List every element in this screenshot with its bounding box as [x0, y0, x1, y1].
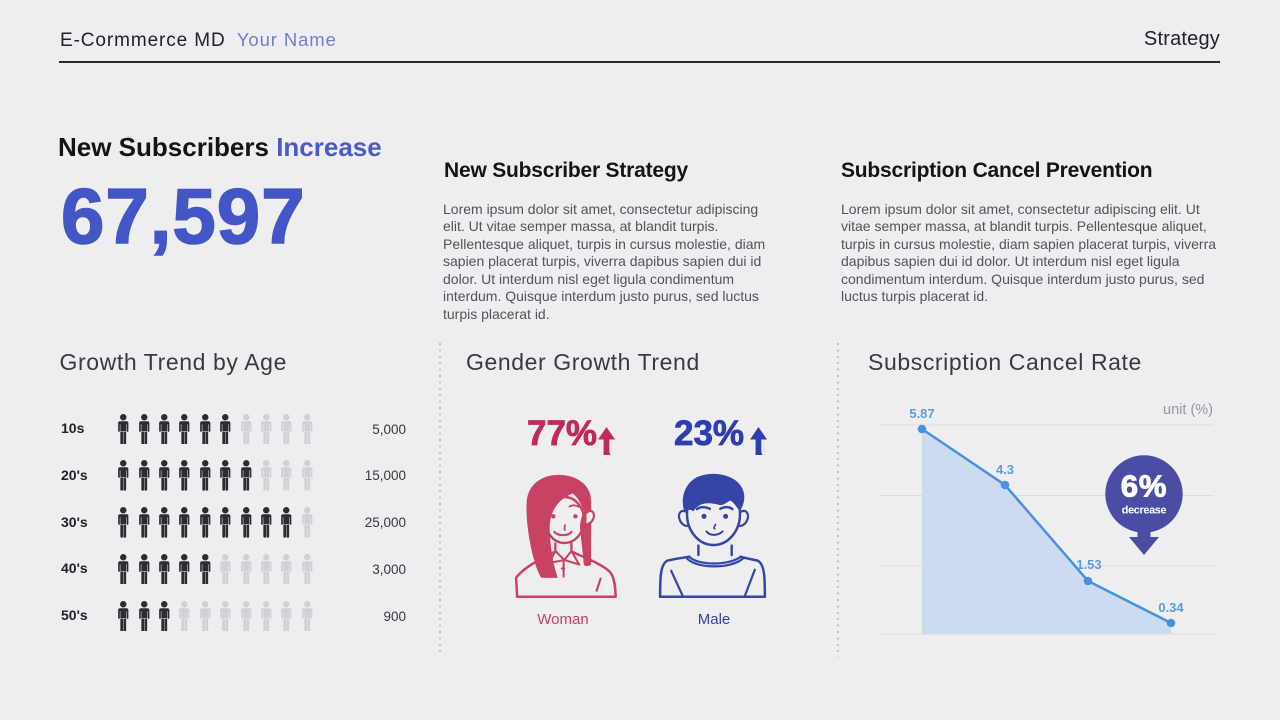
svg-text:unit (%): unit (%): [1163, 402, 1213, 418]
svg-text:decrease: decrease: [1122, 505, 1167, 517]
svg-text:0.34: 0.34: [1158, 600, 1184, 615]
svg-text:6%: 6%: [1121, 468, 1167, 503]
svg-text:1.53: 1.53: [1076, 557, 1101, 572]
svg-text:5.87: 5.87: [909, 406, 934, 421]
svg-text:4.3: 4.3: [996, 462, 1014, 477]
